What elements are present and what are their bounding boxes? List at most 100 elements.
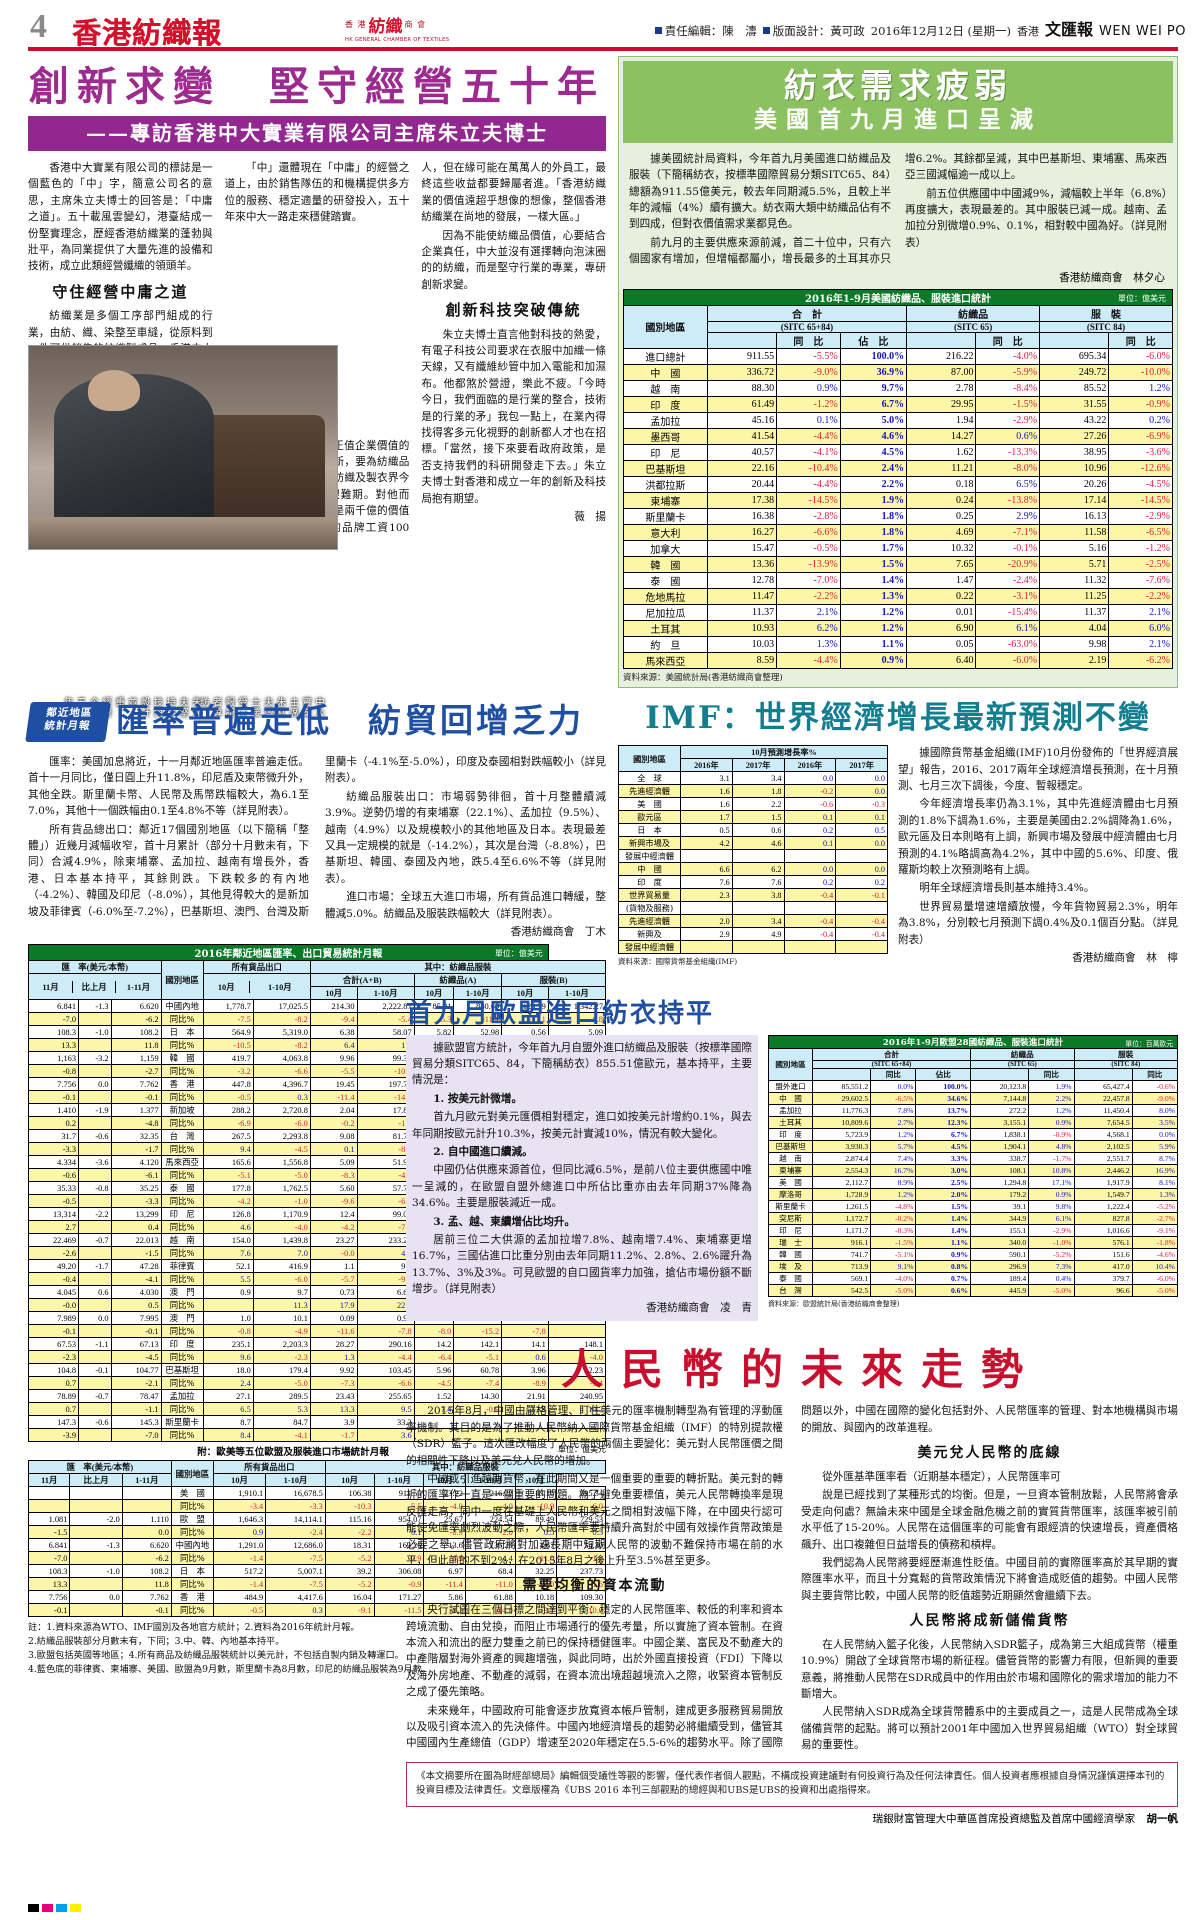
table-title-row: 2016年1-9月美國紡織品、服裝進口統計 單位：億美元 <box>623 288 1173 306</box>
table-row: 泰 國 12.78 -7.0% 1.4% 1.47 -2.4% 11.32 -7.6% <box>623 571 1173 589</box>
col-forecast: 10月預測增長率% <box>680 745 888 760</box>
exchange-body: 匯率：美國加息將近，十一月鄰近地區匯率普遍走低。首十一月同比，僅日圓上升11.8… <box>28 754 606 940</box>
rmb-section-heading-1: 需要均衡的資本流動 <box>522 1578 667 1595</box>
table-row: 中 國 336.72 -9.0% 36.9% 87.00 -5.9% 249.72 -10.0… <box>623 363 1173 381</box>
us-imports-box: 紡衣需求疲弱 美國首九月進口呈減 據美國統計局資料，今年首九月美國進口紡織品及服… <box>618 56 1178 688</box>
eu-byline: 香港紡織商會 凌 青 <box>646 1301 752 1314</box>
col-rate: 匯 率(美元/本幣) <box>28 1460 172 1475</box>
col-2016: 2016年 <box>680 758 733 773</box>
table-row: 盟外進口 85,551.2 0.0% 100.0% 20,123.8 1.9% 65,427… <box>768 1079 1179 1093</box>
publish-date: 2016年12月12日 (星期一) <box>870 24 1011 38</box>
color-swatch-yellow <box>70 1904 81 1912</box>
color-swatch-magenta <box>42 1904 53 1912</box>
table-row: 0.7 -1.1 同比% 6.5 5.3 13.3 9.5 7.4 -0.9 13.9 10.2 <box>27 1402 607 1417</box>
imf-para: 據國際貨幣基金組織(IMF)10月份發佈的「世界經濟展望」報告，2016、201… <box>898 747 1178 792</box>
col-10m: 10月 <box>501 986 549 1001</box>
rmb-para: 未來幾年，中國政府可能會逐步放寬資本帳戶管制，建成更多服務貿易開放以及吸引資本流… <box>406 1405 1178 1750</box>
chamber-logo-en: HK GENERAL CHAMBER OF TEXTILES <box>345 37 450 43</box>
table-row: -3.9 -7.0 同比% 8.4 -4.1 -1.7 3.6 <box>27 1428 607 1443</box>
eu-subhead: 2. 自中國進口續減。 <box>433 1145 533 1158</box>
col-10m: 10月 <box>309 986 358 1001</box>
table-row: 中 國 29,602.5 -6.5% 34.6% 7,144.8 2.2% 22,457.8… <box>768 1091 1179 1105</box>
table-row: 147.3 -0.6 145.3 斯里蘭卡 8.7 84.7 3.9 33.3 <box>27 1415 607 1430</box>
table-row: 泰 國 569.1 -4.0% 0.7% 189.4 0.4% 379.7 -6.0% <box>768 1271 1179 1285</box>
article-exchange: 鄰近地區 統計月報 匯率普遍走低 紡貿回增乏力 匯率：美國加息將近，十一月鄰近地… <box>25 700 607 1677</box>
table-row: 台 灣 542.5 -5.0% 0.6% 445.9 -5.0% 96.6 -5.0% <box>768 1283 1179 1297</box>
table-row: 加拿大 15.47 -0.5% 1.7% 10.32 -0.1% 5.16 -1.2% <box>623 539 1173 557</box>
table-title-row: 2016年鄰近地區匯率、出口貿易統計月報 單位：億美元 <box>28 944 606 962</box>
feature-subheadline: ——專訪香港中大實業有限公司主席朱立夫博士 <box>28 116 606 151</box>
col-11m: 11月 <box>27 1473 71 1488</box>
col-textile-code: (SITC 65) <box>970 1059 1075 1069</box>
color-swatch-black <box>28 1904 39 1912</box>
table-row: 印 尼 1,171.7 -8.3% 1.4% 155.1 -2.9% 1,016.6 -9.1… <box>768 1223 1179 1237</box>
col-yoy: 同比 <box>1131 1067 1179 1081</box>
col-group-textile: 紡織品 <box>906 304 1041 322</box>
us-imports-banner: 紡衣需求疲弱 美國首九月進口呈減 <box>623 61 1173 143</box>
rmb-para: 中國或引進越期貨幣，在此期間又是一個重要的重要的轉折點。美元對的轉折的匯率作一直… <box>406 1473 783 1568</box>
col-group-apparel: 服裝 <box>1073 1047 1179 1061</box>
col-share: 佔比 <box>915 1067 972 1081</box>
feature-para: 「中」還體現在「中庸」的經營之道上，由於銷售隊伍的和機構提供多方位的服務、穩定適… <box>224 162 410 224</box>
table-row: 巴基斯坦 22.16 -10.4% 2.4% 11.21 -8.0% 10.96 -12.6% <box>623 459 1173 477</box>
col-110: 1-10月 <box>249 980 310 993</box>
table-row: 67.53 -1.1 67.13 印 度 235.1 2,203.3 28.27 290.16… <box>27 1337 607 1352</box>
table-row: 新興市場及 4.2 4.6 0.1 0.0 <box>618 836 888 851</box>
col-allgoods: 所有貨品出口 <box>212 1460 326 1475</box>
rmb-disclaimer: 《本文摘要所在圖為財經部總局》編輯個受議性等觀的影響，僅代表作者個人觀點，不構成… <box>406 1761 1178 1807</box>
rmb-section-heading-2: 美元兌人民幣的底線 <box>917 1445 1062 1462</box>
table-row: 美 國 1,910.1 16,678.5 106.38 911.55 23.22 216.2… <box>27 1486 606 1501</box>
table-row: 摩洛哥 1,728.9 1.2% 2.0% 179.2 0.9% 1,549.7 1.3% <box>768 1187 1179 1201</box>
subtable-header-row: 匯 率(美元/本幣) 國別地區 所有貨品出口 其中：紡織品服裝 <box>28 1460 607 1488</box>
col-10m: 10月 <box>413 986 455 1001</box>
chamber-logo-cn-top: 香 港 <box>345 20 367 29</box>
article-rmb: 人民幣的未來走勢 2015年8月，中國由嚴格管理、盯住美元的匯率機制轉型為有管理… <box>406 1345 1178 1826</box>
table-row: 日 本 0.5 0.6 0.2 0.5 <box>618 823 888 838</box>
rmb-section-heading-3: 人民幣將成新儲備貨幣 <box>909 1613 1070 1630</box>
eu-para: 中國仍佔供應來源首位，但同比減6.5%，是前八位主要供應國中唯一呈減的，在歐盟自… <box>412 1164 752 1210</box>
table-row: 歐元區 1.7 1.5 0.1 0.1 <box>618 810 888 825</box>
us-imports-byline: 香港紡織商會 林夕心 <box>1059 271 1165 284</box>
eu-table-source: 資料來源：歐盟統計局(香港紡織商會整理) <box>768 1299 900 1308</box>
table-row: 意大利 16.27 -6.6% 1.8% 4.69 -7.1% 11.58 -6.5% <box>623 523 1173 541</box>
eu-table-wrap: 2016年1-9月歐盟28國紡織品、服裝進口統計 單位：百萬歐元 國別地區 合計… <box>768 1034 1179 1322</box>
exchange-note: 4.藍色底的菲律賓、柬埔寨、美國、歐盟為9月數，斯里蘭卡為8月數，印尼的紡織品服… <box>28 1663 431 1675</box>
exchange-para: 所有貨品總出口：鄰近17個國別地區（以下簡稱「整體」）近幾月減幅收窄，首十月累計… <box>28 756 606 918</box>
us-table-body: 進口總計 911.55 -5.5% 100.0% 216.22 -4.0% 695.34 -6… <box>623 347 1173 669</box>
table-header-row-codes: (SITC 65+84) (SITC 65) (SITC 84) <box>769 1059 1179 1069</box>
table-row: 約 旦 10.03 1.3% 1.1% 0.05 -63.0% 9.98 2.1% <box>623 635 1173 653</box>
exchange-notes: 註：1.資料來源為WTO、IMF國別及各地官方統計；2.資料為2016年統計月報… <box>28 1621 606 1676</box>
col-total-code: (SITC 65+84) <box>706 320 908 333</box>
feature-section-heading-2: 創新科技突破傳統 <box>445 301 582 320</box>
col-rate: 匯 率(美元/本幣) <box>28 960 162 975</box>
us-imports-para: 前五位供應國中中國減9%，減幅較上半年（6.8%）再度擴大，表現最差的。其中服裝… <box>905 187 1167 249</box>
table-row: 墨西哥 41.54 -4.4% 4.6% 14.27 0.6% 27.26 -6.9% <box>623 427 1173 445</box>
ex-table-unit: 單位：億美元 <box>494 949 543 959</box>
table-row: 印 尼 40.57 -4.1% 4.5% 1.62 -13.3% 38.95 -3.6% <box>623 443 1173 461</box>
feature-section-heading-1: 守住經營中庸之道 <box>52 282 189 301</box>
masthead-credits: 責任編輯：陳 濤 版面設計：黃可政 2016年12月12日 (星期一) 香港 文… <box>654 16 1186 40</box>
table-row: 瑞 士 916.1 -1.5% 1.1% 340.0 -1.0% 576.1 -1.8% <box>768 1235 1179 1249</box>
subtable-header-row-2: 11月 比上月 1-11月 10月 1-10月 10月 1-10月 10月 1-… <box>27 1473 606 1488</box>
eu-subhead: 3. 孟、越、柬續增佔比均升。 <box>433 1215 576 1228</box>
photo-person-head <box>87 370 140 411</box>
exchange-para: 紡織品服裝出口：市場弱勢徘徊，首十月整體續減3.9%。逆勢仍增的有柬埔寨（22.… <box>325 790 606 885</box>
publisher-prefix: 香港 <box>1016 25 1039 38</box>
table-row: 洪都拉斯 20.44 -4.4% 2.2% 0.18 6.5% 20.26 -4.5% <box>623 475 1173 493</box>
table-row: 馬來西亞 8.59 -4.4% 0.9% 6.40 -6.0% 2.19 -6.2% <box>623 651 1173 669</box>
eu-table-title: 2016年1-9月歐盟28國紡織品、服裝進口統計 <box>882 1037 1064 1048</box>
table-row: 韓 國 13.36 -13.9% 1.5% 7.65 -20.9% 5.71 -2.5% <box>623 555 1173 573</box>
table-row: 巴基斯坦 3,930.3 5.7% 4.5% 1,904.1 4.8% 2,102.5 5.9… <box>768 1139 1179 1153</box>
exchange-byline: 香港紡織商會 丁木 <box>510 926 606 939</box>
publisher-name: 文匯報 <box>1044 20 1093 39</box>
table-row: 7.756 0.0 7.762 香 港 484.9 4,417.6 16.04 171.27 5… <box>27 1590 606 1605</box>
table-row: 中 國 6.6 6.2 0.0 0.0 <box>618 862 888 877</box>
table-row: 斯里蘭卡 1,261.5 -4.8% 1.5% 39.1 9.8% 1,222.4 -5.2% <box>768 1199 1179 1213</box>
imf-header-row: 國別地區 10月預測增長率% <box>618 745 888 773</box>
col-110: 1-10月 <box>265 1473 326 1488</box>
col-yoy: 同比 <box>870 1067 917 1081</box>
table-row: 先進經濟體 1.6 1.8 -0.2 0.0 <box>618 784 888 799</box>
col-cmp: 比上月 <box>69 1473 123 1488</box>
col-group-textile: 紡織品 <box>970 1047 1075 1061</box>
col-11m: 11月 <box>29 980 73 993</box>
